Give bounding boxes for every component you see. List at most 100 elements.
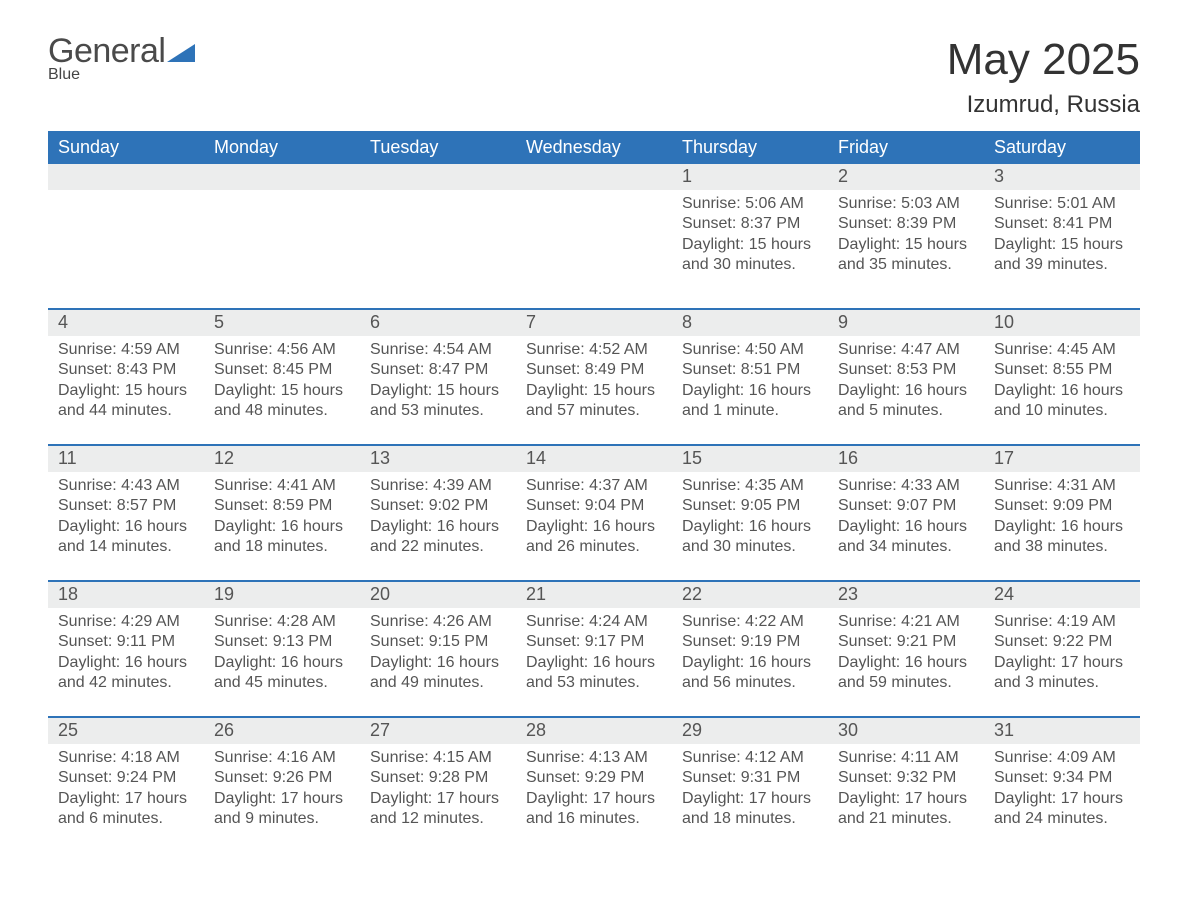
cell-body: Sunrise: 4:41 AMSunset: 8:59 PMDaylight:… [204,472,360,580]
sunset-text: Sunset: 9:02 PM [370,496,506,516]
sunset-text: Sunset: 8:37 PM [682,214,818,234]
sunset-text: Sunset: 9:34 PM [994,768,1130,788]
sunrise-text: Sunrise: 4:31 AM [994,476,1130,496]
sunset-text: Sunset: 8:41 PM [994,214,1130,234]
calendar-cell: 20Sunrise: 4:26 AMSunset: 9:15 PMDayligh… [360,580,516,716]
month-title: May 2025 [947,35,1140,85]
calendar-cell: 3Sunrise: 5:01 AMSunset: 8:41 PMDaylight… [984,164,1140,308]
daylight-text: Daylight: 17 hours and 24 minutes. [994,789,1130,830]
sunset-text: Sunset: 9:29 PM [526,768,662,788]
calendar-cell: . [48,164,204,308]
daylight-text: Daylight: 16 hours and 10 minutes. [994,381,1130,422]
sunset-text: Sunset: 9:26 PM [214,768,350,788]
sunrise-text: Sunrise: 4:39 AM [370,476,506,496]
sunset-text: Sunset: 9:07 PM [838,496,974,516]
sunrise-text: Sunrise: 4:19 AM [994,612,1130,632]
cell-body: Sunrise: 4:09 AMSunset: 9:34 PMDaylight:… [984,744,1140,852]
sunset-text: Sunset: 9:11 PM [58,632,194,652]
brand-triangle-icon [167,35,195,67]
calendar-cell: 19Sunrise: 4:28 AMSunset: 9:13 PMDayligh… [204,580,360,716]
sunrise-text: Sunrise: 4:35 AM [682,476,818,496]
sunrise-text: Sunrise: 4:29 AM [58,612,194,632]
sunset-text: Sunset: 8:43 PM [58,360,194,380]
daylight-text: Daylight: 16 hours and 18 minutes. [214,517,350,558]
calendar-cell: 2Sunrise: 5:03 AMSunset: 8:39 PMDaylight… [828,164,984,308]
brand-general: General [48,35,165,67]
day-number: 19 [204,582,360,608]
sunset-text: Sunset: 8:53 PM [838,360,974,380]
day-number: 13 [360,446,516,472]
week-row: 4Sunrise: 4:59 AMSunset: 8:43 PMDaylight… [48,308,1140,444]
day-number: 9 [828,310,984,336]
daylight-text: Daylight: 16 hours and 53 minutes. [526,653,662,694]
calendar-cell: 28Sunrise: 4:13 AMSunset: 9:29 PMDayligh… [516,716,672,852]
daylight-text: Daylight: 16 hours and 14 minutes. [58,517,194,558]
sunset-text: Sunset: 8:47 PM [370,360,506,380]
calendar-cell: 12Sunrise: 4:41 AMSunset: 8:59 PMDayligh… [204,444,360,580]
cell-body [360,190,516,308]
day-header-sat: Saturday [984,131,1140,164]
day-header-thu: Thursday [672,131,828,164]
cell-body: Sunrise: 4:35 AMSunset: 9:05 PMDaylight:… [672,472,828,580]
day-number: 25 [48,718,204,744]
calendar-cell: 30Sunrise: 4:11 AMSunset: 9:32 PMDayligh… [828,716,984,852]
cell-body [516,190,672,308]
cell-body: Sunrise: 4:33 AMSunset: 9:07 PMDaylight:… [828,472,984,580]
day-number: 15 [672,446,828,472]
day-number: 8 [672,310,828,336]
calendar-cell: 5Sunrise: 4:56 AMSunset: 8:45 PMDaylight… [204,308,360,444]
location: Izumrud, Russia [947,91,1140,119]
sunrise-text: Sunrise: 4:15 AM [370,748,506,768]
cell-body: Sunrise: 4:16 AMSunset: 9:26 PMDaylight:… [204,744,360,852]
cell-body: Sunrise: 4:19 AMSunset: 9:22 PMDaylight:… [984,608,1140,716]
daylight-text: Daylight: 16 hours and 34 minutes. [838,517,974,558]
sunset-text: Sunset: 8:59 PM [214,496,350,516]
cell-body: Sunrise: 4:22 AMSunset: 9:19 PMDaylight:… [672,608,828,716]
brand-blue: Blue [48,66,80,83]
day-number: 1 [672,164,828,190]
cell-body: Sunrise: 5:06 AMSunset: 8:37 PMDaylight:… [672,190,828,308]
cell-body: Sunrise: 5:03 AMSunset: 8:39 PMDaylight:… [828,190,984,308]
day-number: 7 [516,310,672,336]
calendar-cell: . [516,164,672,308]
header-row: General Blue May 2025 Izumrud, Russia [48,35,1140,125]
daylight-text: Daylight: 17 hours and 21 minutes. [838,789,974,830]
daylight-text: Daylight: 16 hours and 26 minutes. [526,517,662,558]
sunrise-text: Sunrise: 4:33 AM [838,476,974,496]
cell-body: Sunrise: 4:45 AMSunset: 8:55 PMDaylight:… [984,336,1140,444]
calendar-cell: 15Sunrise: 4:35 AMSunset: 9:05 PMDayligh… [672,444,828,580]
sunrise-text: Sunrise: 4:43 AM [58,476,194,496]
sunset-text: Sunset: 9:19 PM [682,632,818,652]
sunrise-text: Sunrise: 4:16 AM [214,748,350,768]
weeks-container: ....1Sunrise: 5:06 AMSunset: 8:37 PMDayl… [48,164,1140,852]
day-number: 21 [516,582,672,608]
cell-body: Sunrise: 4:50 AMSunset: 8:51 PMDaylight:… [672,336,828,444]
day-number: 30 [828,718,984,744]
daylight-text: Daylight: 16 hours and 22 minutes. [370,517,506,558]
sunset-text: Sunset: 8:45 PM [214,360,350,380]
cell-body [204,190,360,308]
sunrise-text: Sunrise: 4:18 AM [58,748,194,768]
day-number: 16 [828,446,984,472]
cell-body: Sunrise: 4:54 AMSunset: 8:47 PMDaylight:… [360,336,516,444]
day-number: 14 [516,446,672,472]
day-number: 31 [984,718,1140,744]
sunrise-text: Sunrise: 4:09 AM [994,748,1130,768]
calendar-cell: . [204,164,360,308]
brand-logo: General Blue [48,35,195,82]
calendar-cell: 25Sunrise: 4:18 AMSunset: 9:24 PMDayligh… [48,716,204,852]
sunrise-text: Sunrise: 4:54 AM [370,340,506,360]
day-header-wed: Wednesday [516,131,672,164]
daylight-text: Daylight: 15 hours and 39 minutes. [994,235,1130,276]
daylight-text: Daylight: 17 hours and 16 minutes. [526,789,662,830]
daylight-text: Daylight: 17 hours and 6 minutes. [58,789,194,830]
daylight-text: Daylight: 16 hours and 59 minutes. [838,653,974,694]
sunrise-text: Sunrise: 4:56 AM [214,340,350,360]
day-headers: Sunday Monday Tuesday Wednesday Thursday… [48,131,1140,164]
calendar-cell: 11Sunrise: 4:43 AMSunset: 8:57 PMDayligh… [48,444,204,580]
daylight-text: Daylight: 16 hours and 49 minutes. [370,653,506,694]
day-number: 27 [360,718,516,744]
week-row: 18Sunrise: 4:29 AMSunset: 9:11 PMDayligh… [48,580,1140,716]
cell-body: Sunrise: 4:11 AMSunset: 9:32 PMDaylight:… [828,744,984,852]
cell-body: Sunrise: 5:01 AMSunset: 8:41 PMDaylight:… [984,190,1140,308]
